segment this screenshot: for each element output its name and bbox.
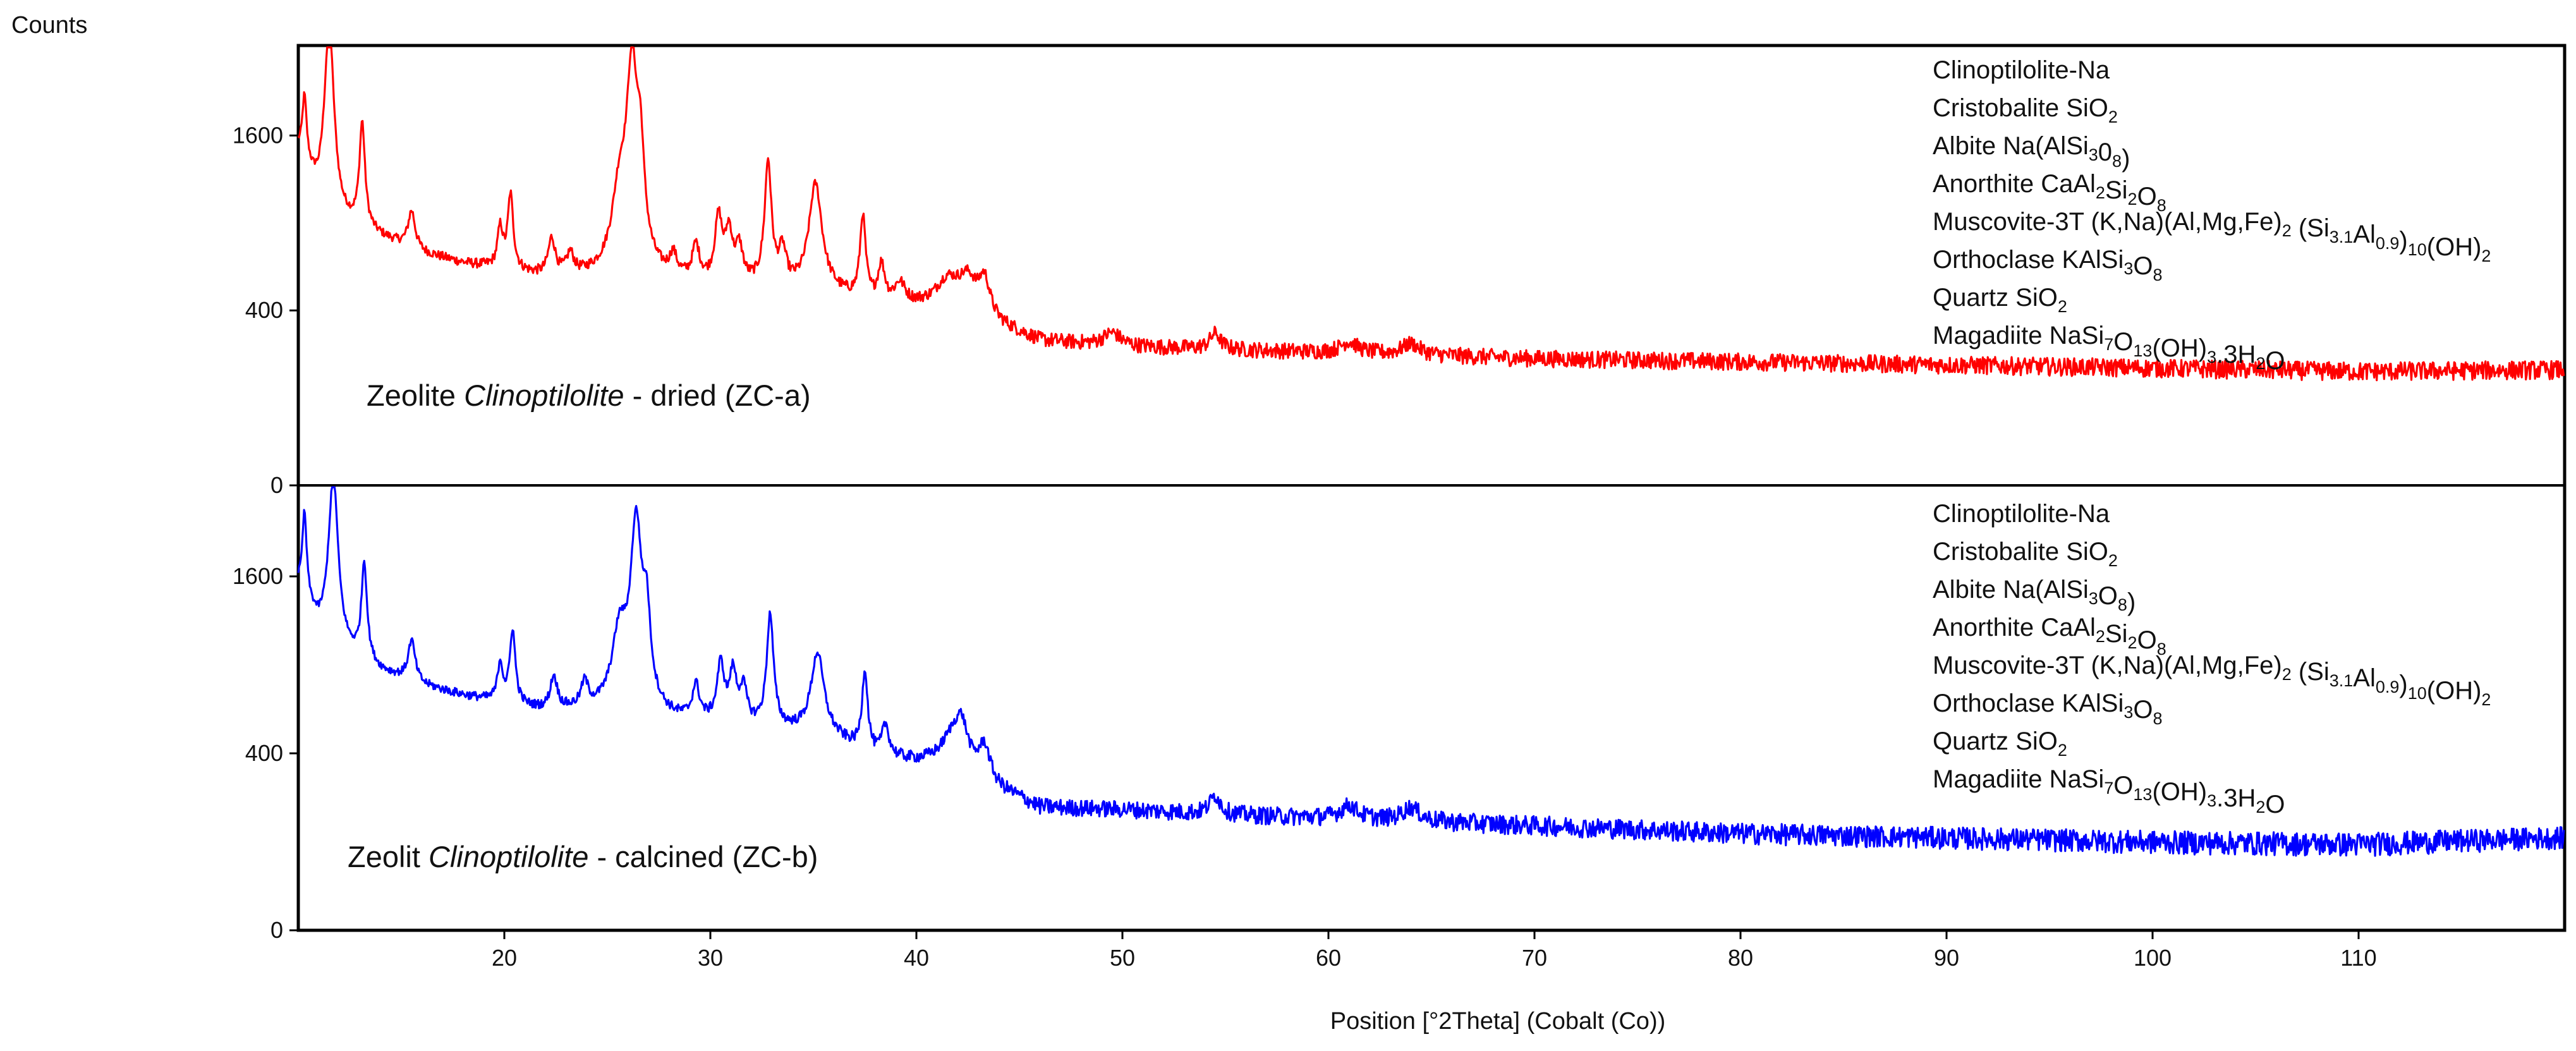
y-tick-label: 400 bbox=[245, 297, 283, 323]
sample-label: Zeolit Clinoptilolite - calcined (ZC-b) bbox=[348, 840, 818, 873]
phase-label: Albite Na(AlSi308) bbox=[1933, 132, 2130, 173]
phase-label: Cristobalite SiO2 bbox=[1933, 538, 2118, 570]
phase-label: Clinoptilolite-Na bbox=[1933, 500, 2110, 528]
phase-label: Clinoptilolite-Na bbox=[1933, 56, 2110, 84]
phase-label: Magadiite NaSi7O13(OH)3.3H2O bbox=[1933, 322, 2285, 375]
phase-label: Orthoclase KAlSi3O8 bbox=[1933, 246, 2163, 284]
diffractogram-line bbox=[297, 486, 2565, 857]
x-tick-label: 100 bbox=[2134, 945, 2172, 971]
x-tick-label: 60 bbox=[1316, 945, 1341, 971]
x-tick-label: 50 bbox=[1110, 945, 1135, 971]
phase-label: Anorthite CaAl2Si2O8 bbox=[1933, 614, 2166, 659]
x-tick-label: 30 bbox=[698, 945, 723, 971]
y-tick-label: 0 bbox=[270, 917, 283, 943]
x-tick-label: 70 bbox=[1522, 945, 1547, 971]
phase-label: Magadiite NaSi7O13(OH)3.3H2O bbox=[1933, 765, 2285, 818]
phase-label: Muscovite-3T (K,Na)(Al,Mg,Fe)2 (Si3.1Al0… bbox=[1933, 652, 2491, 709]
phase-label: Quartz SiO2 bbox=[1933, 284, 2067, 316]
y-tick-label: 0 bbox=[270, 472, 283, 498]
phase-label: Orthoclase KAlSi3O8 bbox=[1933, 690, 2163, 728]
phase-label: Anorthite CaAl2Si2O8 bbox=[1933, 170, 2166, 215]
y-tick-label: 1600 bbox=[233, 563, 283, 589]
x-tick-label: 110 bbox=[2340, 945, 2376, 971]
phase-label: Albite Na(AlSi3O8) bbox=[1933, 576, 2136, 616]
x-tick-label: 20 bbox=[492, 945, 517, 971]
x-tick-label: 40 bbox=[904, 945, 929, 971]
y-tick-label: 400 bbox=[245, 740, 283, 766]
sample-label: Zeolite Clinoptilolite - dried (ZC-a) bbox=[367, 379, 811, 412]
phase-label: Cristobalite SiO2 bbox=[1933, 94, 2118, 126]
chart-marks: 20 30 40 50 60 70 80 90 100 110 0 400 1600 Zeolite Cl… bbox=[233, 44, 2567, 971]
diffractogram-line bbox=[297, 46, 2565, 382]
phase-label: Muscovite-3T (K,Na)(Al,Mg,Fe)2 (Si3.1Al0… bbox=[1933, 208, 2491, 265]
phase-label: Quartz SiO2 bbox=[1933, 727, 2067, 760]
x-tick-label: 90 bbox=[1934, 945, 1959, 971]
plot-frame bbox=[296, 44, 2567, 932]
x-axis-label: Position [°2Theta] (Cobalt (Co)) bbox=[1330, 1008, 1666, 1035]
y-axis-label: Counts bbox=[11, 12, 87, 39]
x-tick-label: 80 bbox=[1728, 945, 1753, 971]
y-tick-label: 1600 bbox=[233, 122, 283, 148]
